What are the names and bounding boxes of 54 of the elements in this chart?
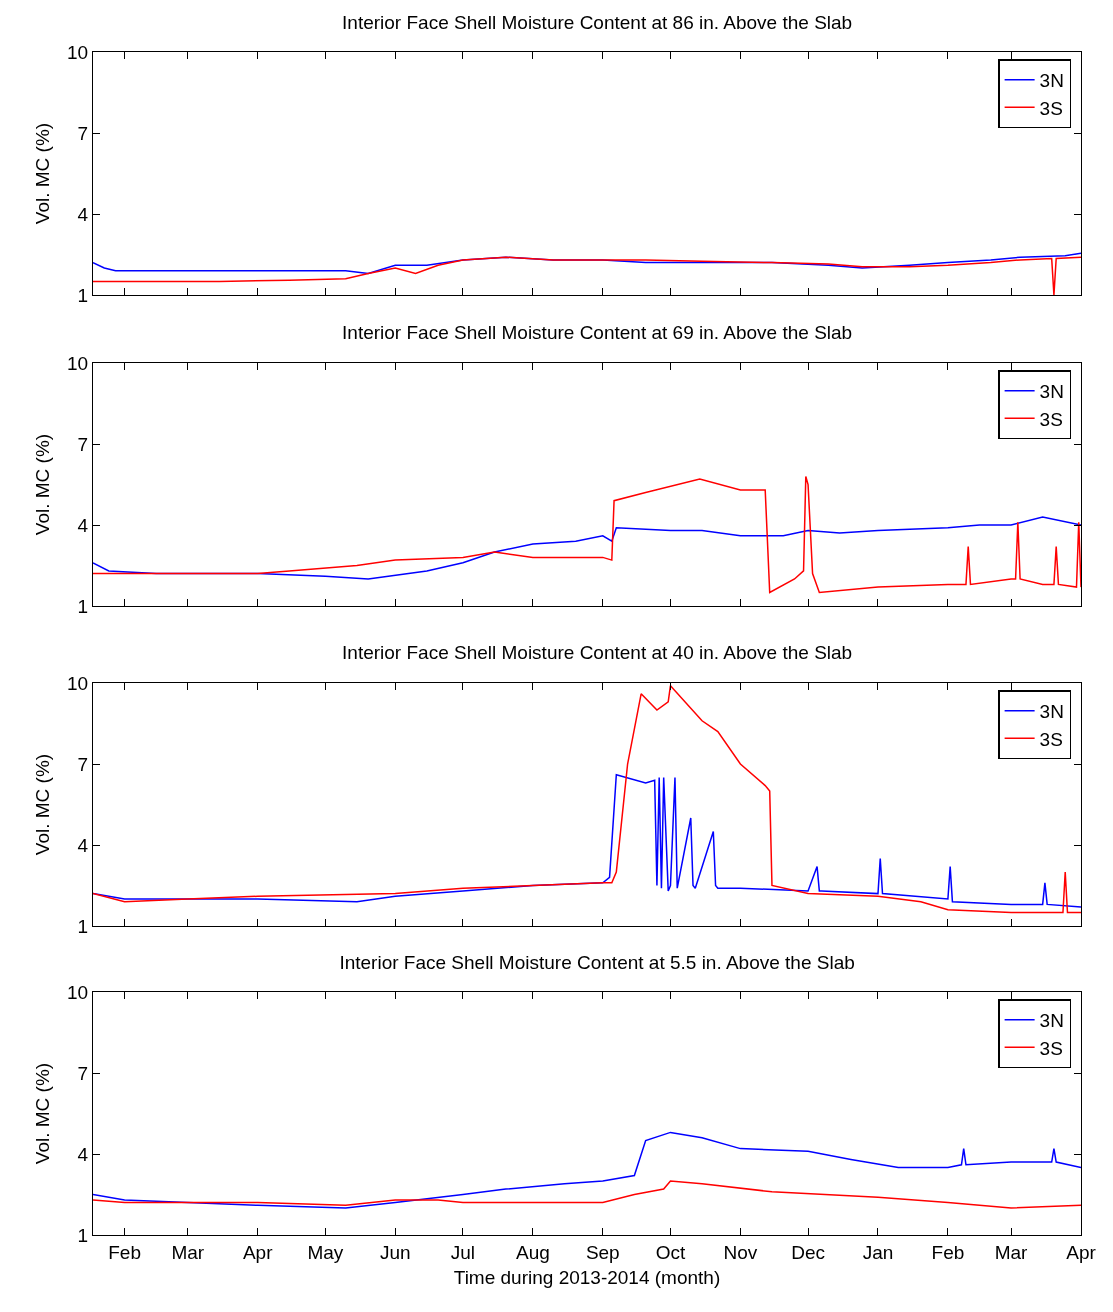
x-tick-label: Jan: [862, 1241, 894, 1263]
chart-title: Interior Face Shell Moisture Content at 40 in. Above the Slab: [342, 641, 853, 663]
line-series: [93, 256, 1081, 295]
y-tick-label: 7: [77, 122, 89, 144]
y-axis-title: Vol. MC (%): [31, 1062, 53, 1165]
legend-label: 3S: [1039, 1037, 1063, 1059]
x-tick-label: Oct: [655, 1241, 686, 1263]
x-tick-label: Mar: [994, 1241, 1029, 1263]
y-tick-label: 4: [77, 1143, 89, 1165]
y-axis-title: Vol. MC (%): [31, 433, 53, 536]
y-tick-label: 1: [77, 915, 89, 937]
line-series: [93, 684, 1081, 914]
line-series: [93, 1180, 1081, 1209]
y-tick-label: 10: [67, 981, 89, 1003]
legend-label: 3S: [1039, 408, 1063, 430]
chart-title: Interior Face Shell Moisture Content at 86 in. Above the Slab: [342, 11, 853, 33]
x-tick-label: Dec: [791, 1241, 825, 1263]
y-tick-label: 7: [77, 1062, 89, 1084]
x-tick-label: Sep: [585, 1241, 620, 1263]
y-tick-label: 10: [67, 41, 89, 63]
y-tick-label: 1: [77, 595, 89, 617]
y-tick-label: 7: [77, 753, 89, 775]
y-tick-label: 10: [67, 352, 89, 374]
x-tick-label: Feb: [108, 1241, 141, 1263]
y-tick-label: 4: [77, 203, 89, 225]
x-tick-label: Apr: [242, 1241, 274, 1263]
x-tick-label: Apr: [1066, 1241, 1097, 1263]
legend-label: 3N: [1039, 70, 1064, 92]
y-tick-label: 10: [67, 672, 89, 694]
legend-label: 3S: [1039, 728, 1063, 750]
y-tick-label: 4: [77, 514, 89, 536]
y-axis-title: Vol. MC (%): [31, 122, 53, 225]
y-tick-label: 7: [77, 433, 89, 455]
chart-title: Interior Face Shell Moisture Content at 5.5 in. Above the Slab: [339, 951, 855, 973]
y-tick-label: 1: [77, 1224, 89, 1246]
x-tick-label: Mar: [171, 1241, 205, 1263]
x-tick-label: Feb: [931, 1241, 965, 1263]
y-axis-title: Vol. MC (%): [31, 753, 53, 856]
x-tick-label: Jul: [450, 1241, 476, 1263]
x-tick-label: Jun: [379, 1241, 411, 1263]
x-axis-title: Time during 2013-2014 (month): [453, 1266, 721, 1288]
line-series: [93, 475, 1081, 594]
line-series: [93, 774, 1081, 908]
x-tick-label: Nov: [723, 1241, 758, 1263]
legend-label: 3N: [1039, 1010, 1064, 1032]
y-tick-label: 1: [77, 284, 89, 306]
chart-title: Interior Face Shell Moisture Content at 69 in. Above the Slab: [342, 321, 853, 343]
x-tick-label: Aug: [515, 1241, 550, 1263]
legend-label: 3N: [1039, 381, 1064, 403]
legend-label: 3N: [1039, 701, 1064, 723]
line-series: [93, 1131, 1081, 1209]
legend-label: 3S: [1039, 97, 1063, 119]
x-tick-label: May: [307, 1241, 344, 1263]
y-tick-label: 4: [77, 834, 89, 856]
